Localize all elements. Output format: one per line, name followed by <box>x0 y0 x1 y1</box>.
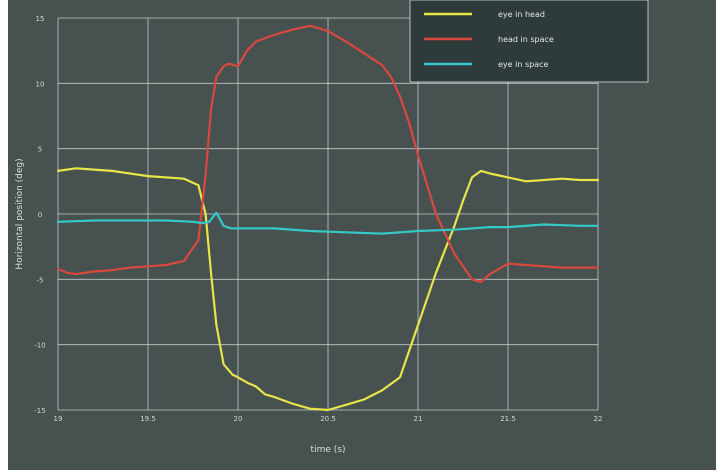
x-tick-label: 21 <box>414 415 423 423</box>
y-tick-label: 10 <box>36 80 45 88</box>
y-tick-label: -15 <box>34 407 45 415</box>
y-tick-label: 15 <box>36 15 45 23</box>
line-chart: 19 19.5 20 20.5 21 21.5 22 -15 -10 -5 0 5 10 15 time … <box>15 0 649 455</box>
y-tick-label: -5 <box>37 276 44 284</box>
series-line-eye-in-space <box>56 211 600 235</box>
x-tick-label: 21.5 <box>500 415 516 423</box>
y-tick-label: -10 <box>34 342 45 350</box>
series-line-eye-in-head <box>56 167 600 412</box>
legend-label: eye in head <box>498 10 545 19</box>
y-tick-label: 5 <box>38 146 42 154</box>
y-axis-label: Horizontal position (deg) <box>15 158 25 269</box>
legend-label: eye in space <box>498 60 549 69</box>
x-tick-label: 19.5 <box>140 415 156 423</box>
x-tick-label: 19 <box>54 415 63 423</box>
x-tick-label: 20.5 <box>320 415 336 423</box>
x-tick-label: 22 <box>594 415 603 423</box>
y-tick-label: 0 <box>38 211 42 219</box>
tick-labels: 19 19.5 20 20.5 21 21.5 22 -15 -10 -5 0 5 10 15 <box>34 15 602 423</box>
legend-label: head in space <box>498 35 554 44</box>
x-tick-label: 20 <box>234 415 243 423</box>
x-axis-label: time (s) <box>311 445 346 455</box>
series-line-head-in-space <box>56 24 600 283</box>
chart-figure: 19 19.5 20 20.5 21 21.5 22 -15 -10 -5 0 5 10 15 time … <box>8 0 716 470</box>
legend: eye in head head in space eye in space <box>409 0 649 83</box>
series-lines <box>56 24 600 412</box>
